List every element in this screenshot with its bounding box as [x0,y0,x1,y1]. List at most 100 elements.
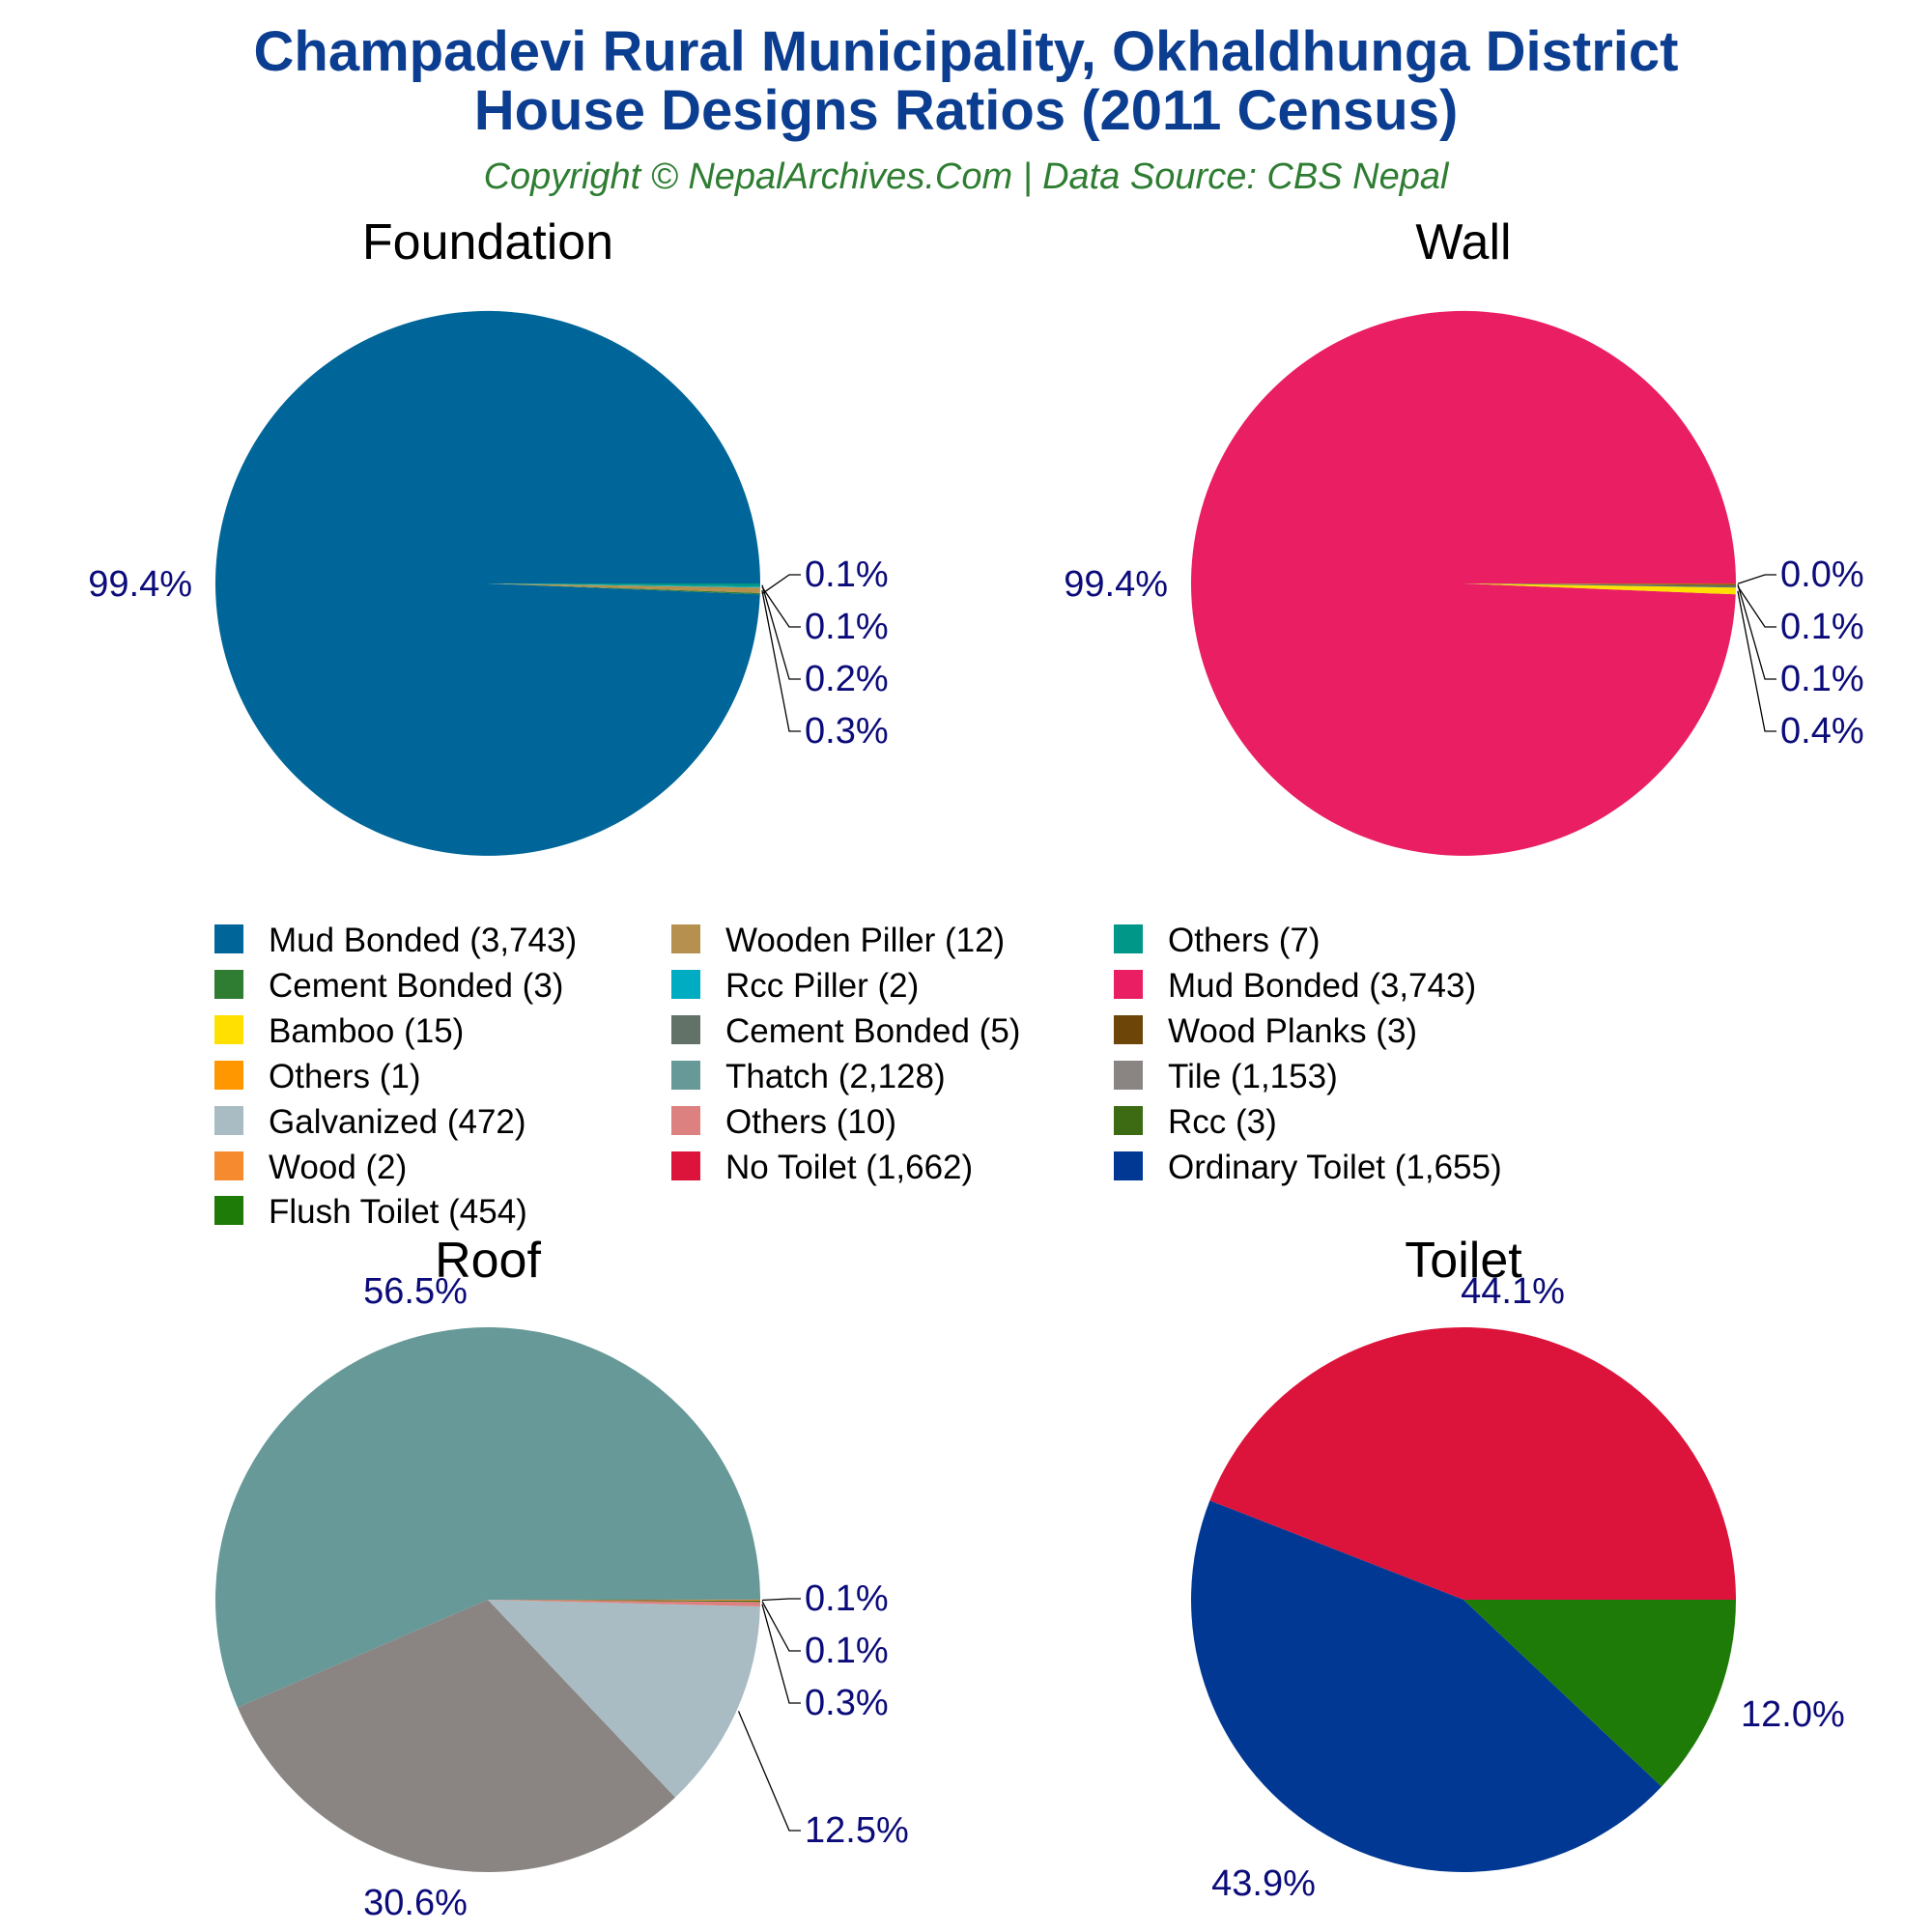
leader-line-roof-others [761,1604,801,1704]
legend-label: Mud Bonded (3,743) [1168,967,1476,1005]
chart-subtitle: Copyright © NepalArchives.Com | Data Sou… [484,156,1450,197]
pct-label-wall-others: 0.0% [1780,554,1864,595]
legend-label: Others (7) [1168,922,1321,959]
pct-label-foundation-rcc-piller: 0.1% [805,607,889,647]
legend-item-wooden-piller-12: Wooden Piller (12) [671,922,1005,959]
slice-toilet-ordinary-toilet [1191,1500,1662,1872]
pct-label-toilet-no-toilet: 44.1% [1461,1271,1565,1312]
legend-swatch [214,1106,243,1135]
pct-label-toilet-ordinary-toilet: 43.9% [1211,1863,1316,1904]
legend-label: No Toilet (1,662) [725,1149,973,1186]
legend-swatch [1114,1015,1143,1044]
legend-item-cement-bonded-3: Cement Bonded (3) [214,967,563,1005]
legend-item-others-10: Others (10) [671,1103,896,1141]
pie-foundation: Foundation 99.4% 0.1% 0.1% 0.2% 0.3% [88,214,889,856]
legend-swatch [1114,1061,1143,1090]
legend-label: Cement Bonded (5) [725,1012,1020,1050]
slice-toilet-no-toilet [1209,1327,1736,1600]
legend-swatch [671,1061,700,1090]
slice-roof-rcc [488,1600,760,1603]
legend-item-thatch-2-128: Thatch (2,128) [671,1058,946,1095]
legend-swatch [671,970,700,999]
legend-label: Rcc (3) [1168,1103,1277,1141]
legend-label: Others (1) [269,1058,421,1095]
legend-label: Wood Planks (3) [1168,1012,1417,1050]
legend-label: Mud Bonded (3,743) [269,922,577,959]
legend-item-wood-2: Wood (2) [214,1149,407,1186]
leader-line-foundation-others [761,584,801,680]
leader-line-roof-rcc [761,1601,801,1652]
legend-swatch [671,1151,700,1180]
legend-item-ordinary-toilet-1-655: Ordinary Toilet (1,655) [1114,1149,1502,1186]
chart-title-line-2: House Designs Ratios (2011 Census) [474,79,1459,142]
pct-label-roof-others: 0.3% [805,1683,889,1723]
pct-label-wall-mud-bonded: 99.4% [1064,564,1168,605]
legend-swatch [214,970,243,999]
slice-roof-wood [488,1600,761,1601]
pct-label-roof-galvanized: 12.5% [805,1810,909,1851]
legend-item-bamboo-15: Bamboo (15) [214,1012,464,1050]
legend-label: Cement Bonded (3) [269,967,563,1005]
legend-swatch [1114,1151,1143,1180]
legend-swatch [214,1151,243,1180]
leader-line-wall-wood-planks [1737,584,1776,680]
legend: Mud Bonded (3,743) Cement Bonded (3) Bambo… [214,922,1502,1231]
legend-swatch [214,924,243,953]
slice-wall-wood-planks [1463,583,1736,585]
legend-item-rcc-3: Rcc (3) [1114,1103,1277,1141]
leader-line-wall-cement-bonded [1737,585,1776,628]
legend-swatch [1114,970,1143,999]
leader-line-roof-galvanized [737,1711,801,1832]
legend-item-flush-toilet-454: Flush Toilet (454) [214,1193,527,1231]
legend-item-others-7: Others (7) [1114,922,1321,959]
slice-foundation-others [488,583,760,587]
slice-foundation-rcc-piller [488,583,760,588]
leader-line-foundation-rcc-piller [761,586,801,628]
legend-swatch [671,924,700,953]
legend-item-mud-bonded-3-743: Mud Bonded (3,743) [1114,967,1476,1005]
pct-label-wall-cement-bonded: 0.1% [1780,607,1864,647]
legend-swatch [214,1061,243,1090]
pct-label-roof-thatch: 56.5% [363,1271,468,1312]
pct-label-roof-tile: 30.6% [363,1883,468,1923]
pct-label-foundation-wooden-piller: 0.3% [805,711,889,752]
legend-swatch [1114,924,1143,953]
legend-label: Ordinary Toilet (1,655) [1168,1149,1502,1186]
pie-title-toilet: Toilet [1405,1233,1522,1289]
legend-swatch [214,1196,243,1225]
pct-label-roof-wood: 0.1% [805,1578,889,1619]
leader-line-roof-wood [761,1598,801,1602]
slice-foundation-mud-bonded [215,310,760,856]
slice-roof-galvanized [488,1600,760,1798]
legend-item-mud-bonded-3-743: Mud Bonded (3,743) [214,922,577,959]
leader-line-foundation-wooden-piller [761,589,801,732]
pie-wall: Wall 99.4% 0.0% 0.1% 0.1% 0.4% [1064,214,1864,856]
slice-roof-thatch [214,1327,760,1708]
pct-label-roof-rcc: 0.1% [805,1631,889,1671]
pct-label-foundation-others: 0.2% [805,659,889,699]
legend-item-wood-planks-3: Wood Planks (3) [1114,1012,1417,1050]
pie-title-roof: Roof [435,1233,541,1289]
legend-label: Wooden Piller (12) [725,922,1005,959]
slice-toilet-flush-toilet [1463,1600,1736,1787]
legend-swatch [214,1015,243,1044]
legend-swatch [671,1015,700,1044]
pct-label-foundation-mud-bonded: 99.4% [88,564,192,605]
legend-item-rcc-piller-2: Rcc Piller (2) [671,967,919,1005]
slice-wall-bamboo [1463,583,1736,595]
legend-swatch [671,1106,700,1135]
legend-label: Flush Toilet (454) [269,1193,527,1231]
leader-line-foundation-cement-bonded [761,574,801,595]
pct-label-wall-bamboo: 0.4% [1780,711,1864,752]
legend-item-no-toilet-1-662: No Toilet (1,662) [671,1149,973,1186]
pie-title-foundation: Foundation [362,214,613,270]
pct-label-toilet-flush-toilet: 12.0% [1741,1694,1845,1735]
pct-label-foundation-cement-bonded: 0.1% [805,554,889,595]
slice-roof-others [488,1600,760,1607]
leader-line-wall-others [1737,574,1776,584]
legend-swatch [1114,1106,1143,1135]
chart-title-line-1: Champadevi Rural Municipality, Okhaldhun… [254,20,1679,83]
legend-label: Tile (1,153) [1168,1058,1338,1095]
